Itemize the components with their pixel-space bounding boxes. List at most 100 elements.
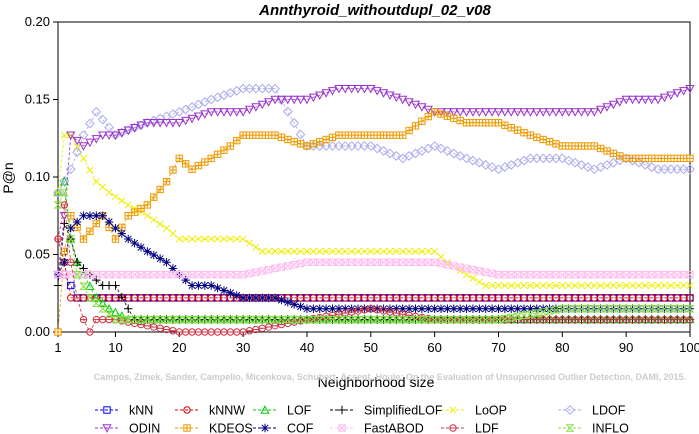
data-point	[442, 146, 453, 156]
y-axis-label: P@n	[0, 162, 16, 193]
data-point	[225, 108, 236, 117]
data-point	[297, 247, 305, 255]
data-point	[660, 154, 669, 163]
data-point	[512, 108, 523, 117]
data-point	[149, 315, 159, 324]
data-point	[213, 283, 222, 293]
data-point	[354, 131, 362, 139]
legend-label: INFLO	[592, 422, 629, 434]
data-point	[411, 247, 420, 255]
data-point	[219, 108, 229, 117]
data-point	[672, 305, 682, 313]
data-point	[411, 304, 420, 313]
data-point	[436, 315, 446, 324]
data-point	[188, 328, 196, 336]
data-point	[646, 162, 657, 172]
data-point	[252, 131, 260, 139]
data-point	[72, 136, 82, 146]
data-point	[265, 247, 273, 255]
series-ldf	[54, 201, 694, 336]
data-point	[615, 305, 625, 313]
series-line	[57, 204, 690, 333]
legend-label: LoOP	[475, 404, 507, 418]
data-point	[162, 177, 171, 186]
data-point	[66, 223, 75, 233]
x-tick-label: 60	[427, 340, 441, 355]
data-point	[226, 235, 234, 243]
data-point	[365, 141, 376, 151]
data-point	[672, 164, 683, 175]
data-point	[251, 293, 261, 303]
data-point	[482, 281, 490, 290]
data-point	[576, 160, 587, 170]
data-point	[551, 304, 561, 313]
data-point	[565, 142, 573, 150]
data-point	[73, 143, 81, 151]
data-point	[404, 304, 414, 313]
data-point	[519, 304, 529, 313]
data-point	[277, 315, 286, 324]
data-point	[372, 87, 382, 96]
data-point	[289, 95, 299, 105]
data-point	[346, 141, 357, 151]
x-tick-label: 30	[236, 340, 250, 355]
data-point	[207, 281, 216, 290]
data-point	[53, 201, 63, 209]
data-point	[379, 131, 388, 139]
data-point	[622, 281, 630, 290]
data-point	[86, 166, 94, 174]
legend-marker	[260, 405, 270, 414]
data-point	[156, 220, 164, 228]
data-point	[481, 315, 491, 324]
legend-item-odin: ODIN	[95, 422, 160, 434]
data-point	[207, 235, 215, 243]
data-point	[609, 149, 618, 158]
data-point	[111, 193, 120, 201]
data-point	[648, 281, 656, 290]
data-point	[104, 310, 114, 318]
data-point	[105, 188, 113, 197]
data-point	[430, 315, 440, 324]
data-point	[124, 234, 133, 244]
data-point	[142, 315, 152, 324]
data-point	[494, 281, 503, 290]
data-point	[328, 304, 337, 313]
data-point	[436, 108, 446, 117]
data-point	[321, 89, 331, 98]
legend-label: kNN	[129, 404, 153, 418]
data-point	[111, 223, 120, 233]
data-point	[92, 275, 101, 285]
data-point	[513, 304, 522, 313]
data-point	[667, 281, 675, 290]
data-point	[99, 183, 107, 191]
data-point	[640, 160, 651, 170]
data-point	[302, 315, 312, 324]
data-point	[507, 304, 516, 313]
data-point	[659, 93, 670, 103]
data-point	[59, 188, 69, 197]
data-point	[474, 108, 484, 117]
data-point	[436, 143, 446, 154]
data-point	[245, 269, 254, 278]
data-point	[283, 315, 293, 324]
data-point	[258, 267, 266, 275]
data-point	[653, 164, 663, 175]
data-point	[207, 154, 215, 163]
data-point	[482, 268, 490, 276]
data-point	[583, 305, 593, 313]
data-point	[449, 304, 458, 313]
data-point	[201, 158, 209, 166]
data-point	[590, 281, 598, 290]
data-point	[334, 84, 344, 94]
data-point	[92, 219, 101, 228]
data-point	[111, 235, 120, 243]
data-point	[201, 235, 209, 243]
data-point	[257, 315, 267, 324]
data-point	[117, 128, 127, 138]
legend: kNN kNNW LOF SimplifiedLOF LoOP LDOF ODIN KDEOS…	[95, 404, 629, 434]
data-point	[386, 131, 394, 139]
data-point	[608, 305, 618, 313]
data-point	[232, 291, 241, 300]
data-point	[335, 131, 343, 139]
data-point	[487, 304, 497, 313]
